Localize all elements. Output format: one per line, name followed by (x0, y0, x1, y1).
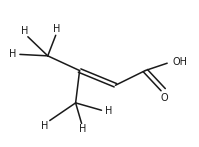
Text: OH: OH (172, 57, 187, 67)
Text: H: H (9, 49, 17, 59)
Text: H: H (105, 106, 112, 116)
Text: H: H (79, 124, 86, 134)
Text: H: H (53, 24, 60, 34)
Text: H: H (21, 26, 29, 36)
Text: O: O (160, 93, 168, 103)
Text: H: H (41, 121, 49, 131)
